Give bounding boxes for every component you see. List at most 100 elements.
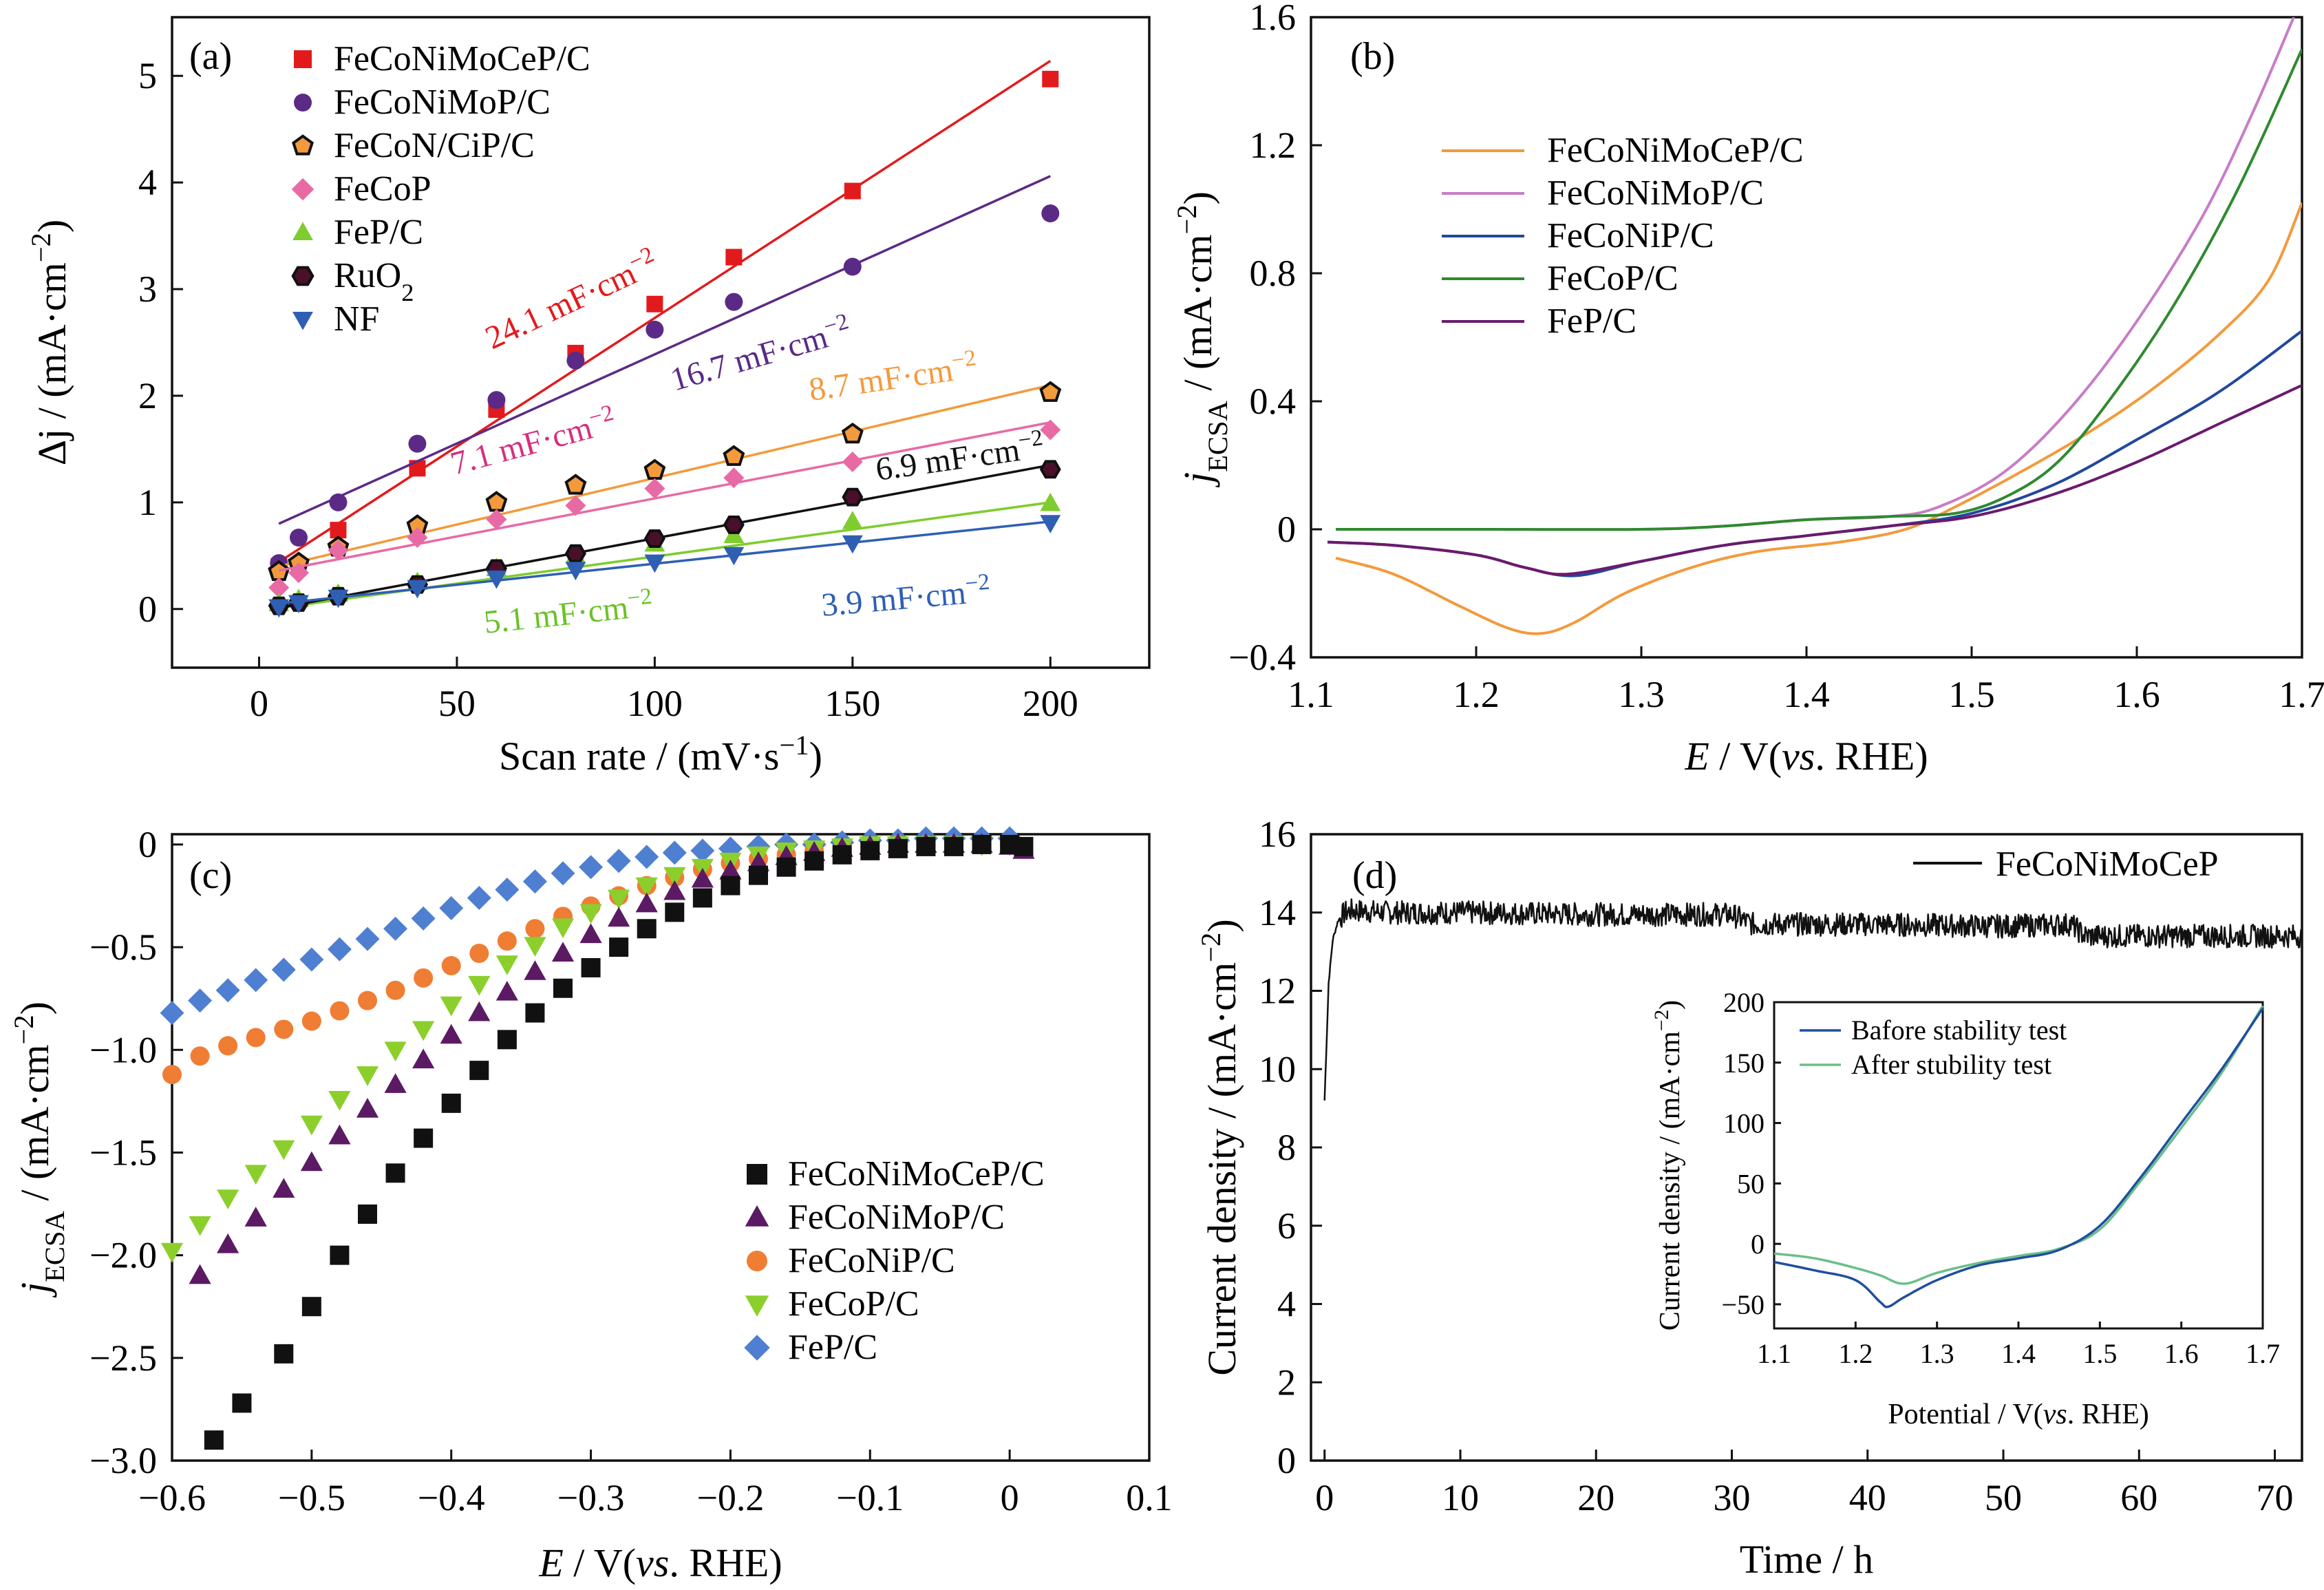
- data-point: [268, 599, 290, 618]
- data-point: [288, 562, 309, 584]
- y-tick-label: 4: [138, 162, 157, 203]
- y-axis-label: jECSA / (mA·cm−2): [1171, 191, 1233, 488]
- data-point: [564, 544, 586, 563]
- data-point: [204, 1430, 224, 1450]
- legend-label: FeP/C: [788, 1328, 877, 1367]
- x-tick-label: −0.4: [418, 1477, 485, 1518]
- data-point: [469, 1061, 489, 1081]
- x-tick-label: 1.7: [2246, 1338, 2280, 1369]
- data-point: [440, 1024, 462, 1044]
- legend-label: FeCoNiMoCeP: [1996, 845, 2219, 884]
- data-point: [635, 877, 658, 898]
- data-point: [525, 919, 545, 939]
- legend-label: FeCoNiP/C: [1547, 216, 1714, 255]
- series-feconimocep-c: [204, 834, 1034, 1450]
- legend: FeCoNiMoCeP/C FeCoNiMoP/C FeCoNiP/C FeCoP/C…: [744, 1154, 1045, 1367]
- data-point: [832, 845, 852, 865]
- x-tick-label: 1.1: [1288, 674, 1334, 715]
- data-point: [1041, 204, 1060, 223]
- data-point: [246, 1028, 266, 1048]
- legend-label: FeCoNiMoP/C: [788, 1198, 1005, 1237]
- x-axis-label: E / V(vs. RHE): [1684, 734, 1928, 778]
- legend-marker: [291, 266, 315, 286]
- data-point: [215, 978, 240, 1003]
- data-point: [1040, 492, 1061, 511]
- y-tick-label: 200: [1723, 987, 1765, 1018]
- panel-c: −0.6 −0.5 −0.4 −0.3 −0.2 −0.1 0 0.1 −3.0 −2.5 −2.0…: [8, 824, 1173, 1585]
- legend-marker: [745, 1295, 769, 1317]
- data-point: [441, 1093, 461, 1113]
- legend-label: RuO2: [334, 256, 414, 306]
- y-tick-label: 0: [138, 824, 157, 865]
- data-point: [551, 861, 575, 886]
- x-tick-label: 50: [438, 683, 476, 724]
- legend-label: FeCoNiP/C: [788, 1241, 955, 1280]
- data-point: [356, 1066, 379, 1086]
- series-nf: [268, 515, 1061, 618]
- data-point: [842, 452, 863, 473]
- data-point: [1040, 515, 1061, 533]
- y-tick-label: 8: [1277, 1127, 1296, 1168]
- data-point: [691, 867, 714, 888]
- legend-label: FeCoNiMoCeP/C: [1547, 131, 1804, 170]
- data-point: [218, 1036, 238, 1056]
- y-tick-label: −50: [1721, 1289, 1765, 1320]
- x-tick-label: 1.4: [1783, 674, 1830, 715]
- data-point: [565, 562, 586, 581]
- data-point: [355, 926, 380, 951]
- data-point: [414, 1128, 434, 1148]
- legend-label: FeCoN/CiP/C: [334, 126, 535, 165]
- x-tick-label: 150: [824, 683, 880, 724]
- data-point: [189, 1216, 211, 1236]
- panel-d: 0 10 20 30 40 50 60 70 0 2 4 6 8 10 12 14 16 (d) Time / h C…: [1195, 814, 2303, 1582]
- x-tick-label: −0.6: [138, 1477, 206, 1518]
- data-point: [411, 906, 436, 931]
- data-point: [644, 554, 665, 573]
- y-tick-label: 1.6: [1250, 0, 1297, 38]
- y-tick-label: 3: [138, 268, 157, 310]
- data-point: [301, 1011, 321, 1031]
- x-tick-label: 70: [2257, 1477, 2294, 1518]
- legend-label: FeCoNiMoP/C: [334, 83, 551, 122]
- data-point: [383, 916, 408, 941]
- data-point: [725, 248, 743, 266]
- x-tick-label: 1.6: [2113, 674, 2160, 715]
- y-tick-label: 1.2: [1250, 125, 1297, 166]
- x-axis-label: E / V(vs. RHE): [538, 1540, 782, 1585]
- plot-frame: [171, 833, 1151, 1462]
- x-tick-label: 1.2: [1838, 1338, 1873, 1369]
- legend-marker: [294, 50, 312, 68]
- x-tick-label: 10: [1442, 1477, 1479, 1518]
- x-tick-label: 1.3: [1920, 1338, 1954, 1369]
- y-tick-label: −2.0: [89, 1235, 157, 1276]
- legend-label: FeCoNiMoCeP/C: [334, 39, 590, 78]
- data-point: [566, 351, 585, 370]
- data-point: [723, 547, 745, 566]
- data-point: [160, 1242, 184, 1263]
- data-point: [662, 840, 687, 865]
- y-tick-label: 0: [1751, 1229, 1765, 1260]
- curve-feconimocep-c: [1335, 202, 2302, 635]
- x-tick-label: −0.2: [696, 1477, 764, 1518]
- data-point: [749, 865, 768, 885]
- data-point: [608, 907, 630, 927]
- y-tick-label: 2: [1277, 1361, 1296, 1403]
- data-point: [916, 836, 936, 856]
- legend-marker: [745, 1205, 769, 1227]
- data-point: [692, 888, 712, 908]
- data-point: [551, 918, 575, 939]
- x-tick-label: 40: [1849, 1477, 1886, 1518]
- data-point: [330, 522, 347, 539]
- y-tick-label: 0.8: [1250, 253, 1297, 294]
- data-point: [468, 975, 491, 996]
- data-point: [1040, 419, 1061, 441]
- legend: FeCoNiMoCeP: [1913, 845, 2219, 884]
- data-point: [565, 495, 586, 516]
- data-point: [635, 845, 659, 869]
- y-tick-label: −1.5: [89, 1132, 157, 1173]
- legend-marker: [294, 94, 312, 112]
- data-point: [723, 515, 745, 534]
- data-point: [608, 889, 630, 910]
- y-tick-label: 50: [1737, 1168, 1765, 1199]
- data-point: [579, 855, 604, 880]
